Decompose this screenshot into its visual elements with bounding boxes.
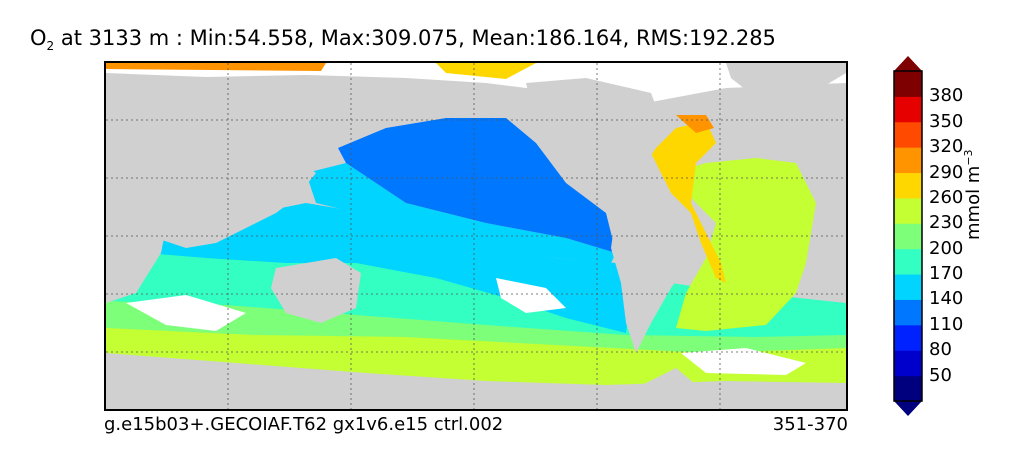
colorbar-swatch — [894, 172, 922, 199]
indo-pacific-140 — [146, 203, 631, 333]
north-pacific-110 — [338, 118, 616, 253]
colorbar-swatch — [894, 350, 922, 377]
north-america — [526, 78, 666, 213]
arctic-missing-region — [106, 63, 846, 103]
colorbar-swatch — [894, 121, 922, 148]
missing-data-patch — [681, 348, 806, 375]
colorbar-tick-label: 200 — [929, 237, 964, 259]
colorbar-tick-label: 290 — [929, 161, 964, 183]
colorbar-swatch — [894, 96, 922, 123]
map-canvas — [106, 63, 846, 409]
africa — [106, 163, 166, 303]
colorbar-tick-label: 170 — [929, 263, 964, 285]
colorbar-tick-label: 140 — [929, 288, 964, 310]
southern-band-230 — [106, 325, 846, 385]
run-id-label: g.e15b03+.GECOIAF.T62 gx1v6.e15 ctrl.002 — [104, 414, 504, 435]
labrador-orange-290 — [676, 115, 714, 133]
colorbar-swatch — [894, 71, 922, 97]
colorbar-swatch — [894, 324, 922, 351]
missing-data-patch — [496, 278, 566, 313]
colorbar-frame — [893, 70, 923, 402]
colorbar-tick-label: 230 — [929, 212, 964, 234]
south-america — [611, 203, 696, 353]
colorbar-swatch — [894, 223, 922, 250]
atlantic-230 — [671, 158, 816, 331]
colorbar-swatch — [894, 299, 922, 326]
australia — [271, 258, 361, 323]
title-species: O — [30, 26, 47, 50]
colorbar-unit-main: mmol m — [963, 165, 984, 240]
title-stats: at 3133 m : Min:54.558, Max:309.075, Mea… — [54, 26, 776, 50]
colorbar-swatch — [894, 197, 922, 224]
plot-title: O2 at 3133 m : Min:54.558, Max:309.075, … — [30, 26, 930, 53]
colorbar-tick-label: 110 — [929, 313, 964, 335]
colorbar-tick-label: 260 — [929, 186, 964, 208]
colorbar-unit-label: mmol m−3 — [962, 149, 984, 240]
antarctica — [106, 368, 846, 409]
colorbar-swatch — [894, 248, 922, 275]
colorbar-tick-label: 50 — [929, 364, 952, 386]
colorbar-tick-label: 320 — [929, 136, 964, 158]
missing-data-patch — [126, 295, 246, 331]
greenland — [726, 63, 846, 103]
graticule — [106, 63, 846, 409]
colorbar — [893, 56, 923, 416]
year-range-label: 351-370 — [772, 414, 848, 435]
colorbar-max-arrow — [894, 56, 922, 71]
arctic-yellow-patch — [436, 63, 536, 79]
title-species-subscript: 2 — [46, 39, 55, 54]
colorbar-tick-label: 80 — [929, 339, 952, 361]
arctic-orange-patch — [106, 63, 326, 71]
colorbar-tick-label: 350 — [929, 110, 964, 132]
colorbar-swatch — [894, 375, 922, 402]
colorbar-min-arrow — [894, 401, 922, 416]
colorbar-tick-label: 380 — [929, 85, 964, 107]
colorbar-swatch — [894, 147, 922, 174]
ocean-oxygen-map — [104, 61, 848, 411]
atlantic-yellow-260 — [651, 121, 726, 283]
colorbar-unit-exponent: −3 — [962, 149, 975, 166]
colorbar-swatch — [894, 274, 922, 300]
eurasia — [106, 83, 336, 248]
